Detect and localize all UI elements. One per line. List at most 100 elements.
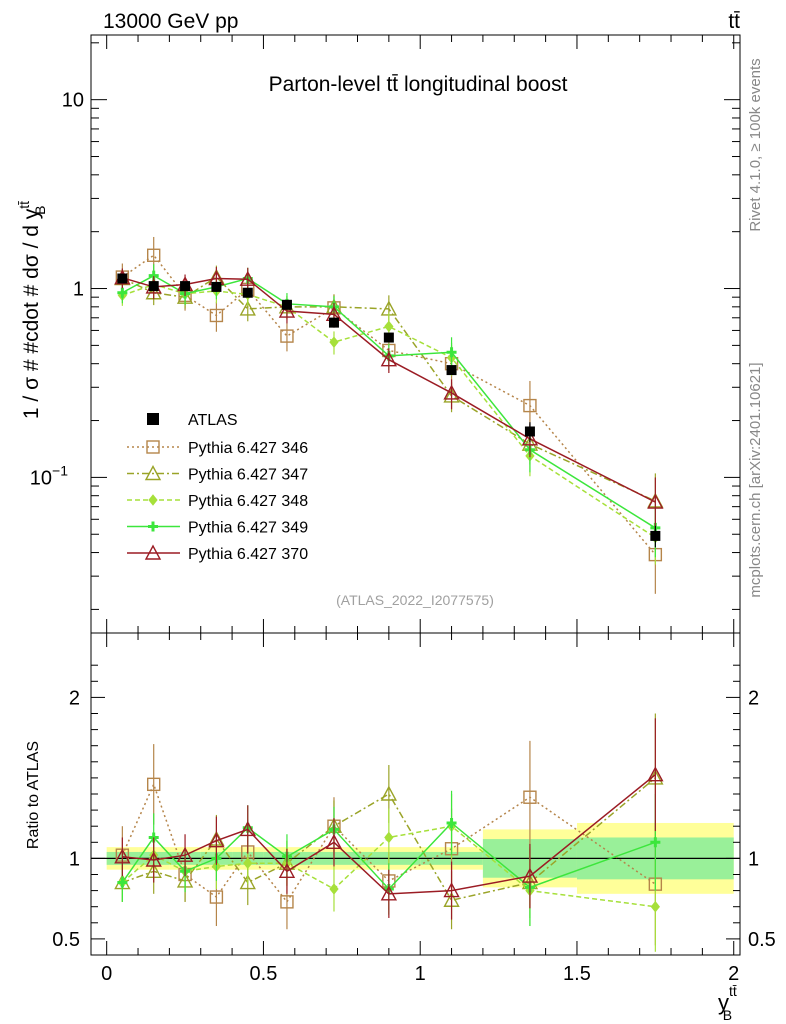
y-tick-label: 10: [62, 90, 84, 112]
ratio-tick-label: 1: [69, 848, 80, 870]
ratio-axis-label: Ratio to ATLAS: [25, 741, 42, 849]
ratio-tick-label: 1: [748, 848, 759, 870]
series-point-main: [523, 398, 537, 413]
series-point-ratio: [650, 837, 661, 848]
legend-label-atlas: ATLAS: [188, 412, 238, 429]
data-point: [328, 317, 339, 328]
ratio-panel-frame: [90, 632, 741, 956]
series-point-main: [521, 430, 539, 446]
ratio-tick-label: 0.5: [748, 929, 776, 951]
y-tick-exp: −1: [52, 462, 68, 478]
series-point-ratio: [446, 817, 457, 828]
legend-marker: [148, 494, 158, 506]
data-point: [211, 281, 222, 292]
series-point-ratio: [384, 831, 394, 844]
series-point-main: [280, 329, 294, 343]
energy-label: 13000 GeV pp: [103, 10, 238, 33]
series-point-ratio: [147, 777, 161, 792]
data-point: [524, 426, 535, 437]
x-axis-label-main: y: [718, 990, 729, 1015]
series-point-ratio: [176, 846, 194, 862]
x-tick-label: 2: [728, 963, 739, 985]
x-tick-label: 1: [415, 963, 426, 985]
series-line-main: [121, 254, 656, 556]
legend-marker: [144, 544, 162, 560]
series-point-main: [446, 347, 457, 358]
series-4: [114, 267, 664, 920]
legend: ATLAS Pythia 6.427 346 Pythia 6.427 347 Py…: [127, 412, 308, 563]
legend-marker-atlas: [147, 413, 159, 425]
ratio-tick-label: 2: [69, 687, 80, 709]
series-point-ratio: [278, 862, 296, 878]
series-point-ratio: [647, 766, 664, 782]
atlas-data: [117, 273, 661, 548]
legend-label: Pythia 6.427 349: [188, 520, 308, 537]
series-point-main: [647, 493, 664, 509]
series-point-main: [443, 384, 460, 400]
series-point-ratio: [239, 874, 256, 890]
legend-marker: [144, 465, 162, 481]
series-point-main: [147, 248, 161, 262]
legend-label: Pythia 6.427 370: [188, 546, 308, 563]
series-point-ratio: [243, 857, 253, 870]
chart-title: Parton-level tt̄ longitudinal boost: [269, 73, 568, 96]
y-tick-label: 1: [73, 279, 84, 301]
series-point-ratio: [117, 877, 128, 888]
series-line-main: [122, 276, 656, 502]
ratio-tick-label: 0.5: [52, 929, 80, 951]
x-axis-label: ytt̄ B: [718, 983, 737, 1023]
legend-label: Pythia 6.427 348: [188, 493, 308, 510]
series-point-main: [239, 270, 256, 286]
series-point-main: [329, 336, 339, 348]
x-tick-label: 1.5: [563, 963, 591, 985]
series-point-ratio: [114, 848, 131, 864]
series-point-ratio: [443, 882, 460, 898]
main-panel-frame: [90, 34, 741, 634]
legend-marker: [146, 440, 160, 454]
series-point-ratio: [380, 785, 398, 801]
data-point: [383, 332, 394, 343]
data-point: [650, 530, 661, 541]
series-point-ratio: [208, 832, 225, 848]
series-point-ratio: [145, 851, 162, 867]
x-tick-label: 0.5: [250, 963, 278, 985]
data-point: [446, 365, 457, 376]
mcplots-credit: mcplots.cern.ch [arXiv:2401.10621]: [747, 362, 764, 597]
series-point-ratio: [523, 790, 537, 804]
data-point: [117, 273, 128, 284]
y-axis-label-sub: B: [32, 206, 48, 215]
legend-marker: [148, 521, 158, 532]
series-point-main: [380, 351, 398, 367]
series-point-ratio: [650, 900, 660, 913]
series-point-main: [117, 287, 128, 298]
data-point: [242, 287, 253, 298]
series-point-main: [384, 320, 394, 333]
series-point-ratio: [280, 895, 294, 909]
x-tick-label: 0: [101, 963, 112, 985]
legend-label: Pythia 6.427 346: [188, 440, 308, 457]
x-axis-label-sub: B: [723, 1007, 732, 1023]
series-point-ratio: [380, 885, 398, 901]
series-point-ratio: [329, 883, 339, 895]
series-point-ratio: [239, 820, 256, 837]
data-point: [148, 281, 159, 292]
series-point-ratio: [209, 890, 224, 904]
y-axis-label-sup: tt̄: [16, 201, 32, 209]
rivet-version: Rivet 4.1.0, ≥ 100k events: [747, 58, 764, 231]
y-axis-label: 1 / σ # #cdot # dσ / d ytt̄B: [16, 201, 48, 419]
y-axis-label-main: 1 / σ # #cdot # dσ / d y: [20, 208, 43, 419]
data-point: [180, 281, 191, 292]
process-label: tt̄: [728, 10, 740, 33]
analysis-id: (ATLAS_2022_I2077575): [336, 592, 494, 608]
series-line-ratio: [121, 782, 656, 904]
series-point-ratio: [521, 867, 539, 883]
series-point-main: [278, 302, 296, 318]
y-tick-label: 10−1: [30, 462, 68, 489]
series-point-main: [239, 300, 256, 316]
series-point-ratio: [325, 833, 343, 849]
ratio-tick-label: 2: [748, 687, 759, 709]
data-point: [281, 299, 292, 310]
y-tick-base: 10: [30, 467, 52, 489]
legend-label: Pythia 6.427 347: [188, 467, 308, 484]
